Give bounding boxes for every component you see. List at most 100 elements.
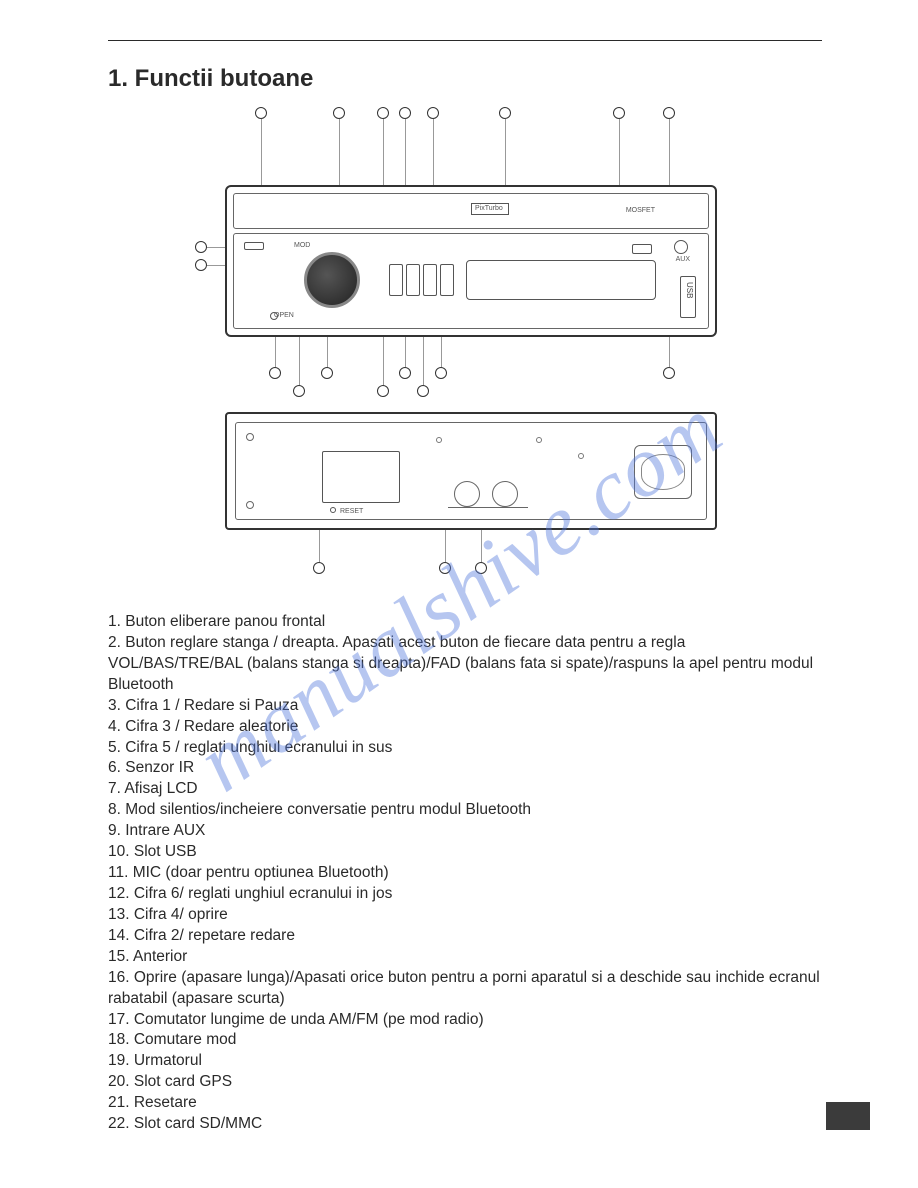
callout-circle — [269, 367, 281, 379]
lead-line — [383, 119, 384, 185]
screw-hole-icon — [246, 433, 254, 441]
connector-block — [634, 445, 692, 499]
lead-line — [505, 119, 506, 185]
device-rear-chassis: RESET — [225, 412, 717, 530]
lead-line — [481, 530, 482, 562]
list-item: 13. Cifra 4/ oprire — [108, 905, 822, 926]
callout-circle — [399, 107, 411, 119]
lead-line — [261, 119, 262, 185]
callout-circle — [313, 562, 325, 574]
page: 1. Functii butoane — [0, 0, 918, 1188]
list-item: 17. Comutator lungime de unda AM/FM (pe … — [108, 1010, 822, 1031]
center-button-shape — [406, 264, 420, 296]
callout-circle — [377, 385, 389, 397]
lead-line — [319, 530, 320, 562]
center-button-shape — [440, 264, 454, 296]
lead-line — [405, 119, 406, 185]
list-item: 14. Cifra 2/ repetare redare — [108, 926, 822, 947]
section-title: 1. Functii butoane — [108, 65, 822, 93]
open-indicator-icon — [270, 312, 278, 320]
list-item: 20. Slot card GPS — [108, 1072, 822, 1093]
brand-label: PixTurbo — [475, 205, 503, 212]
lead-line — [299, 337, 300, 385]
diagram-rear: RESET — [195, 412, 735, 582]
list-item: 9. Intrare AUX — [108, 821, 822, 842]
callout-circle — [321, 367, 333, 379]
callout-circle — [377, 107, 389, 119]
list-item: 10. Slot USB — [108, 842, 822, 863]
numbered-list: 1. Buton eliberare panou frontal 2. Buto… — [108, 612, 822, 1135]
list-item: 19. Urmatorul — [108, 1051, 822, 1072]
callout-circle — [255, 107, 267, 119]
device-front-chassis: PixTurbo MOSFET MOD OPEN — [225, 185, 717, 337]
list-item: 6. Senzor IR — [108, 758, 822, 779]
callout-circle — [399, 367, 411, 379]
figure-area: PixTurbo MOSFET MOD OPEN — [108, 107, 822, 582]
list-item: 22. Slot card SD/MMC — [108, 1114, 822, 1135]
page-edge-tab — [826, 1102, 870, 1130]
list-item: 15. Anterior — [108, 947, 822, 968]
callout-circle — [613, 107, 625, 119]
list-item: 5. Cifra 5 / reglati unghiul ecranului i… — [108, 738, 822, 759]
center-button-shape — [423, 264, 437, 296]
usb-label: USB — [685, 282, 694, 298]
reset-label: RESET — [340, 508, 363, 515]
slot-divider — [448, 507, 528, 508]
connector-inner — [641, 454, 685, 490]
callout-circle — [195, 259, 207, 271]
lead-line — [433, 119, 434, 185]
list-item: 21. Resetare — [108, 1093, 822, 1114]
pin-icon — [536, 437, 542, 443]
pin-icon — [436, 437, 442, 443]
diagram-front: PixTurbo MOSFET MOD OPEN — [195, 107, 735, 402]
callout-circle — [439, 562, 451, 574]
list-item: 16. Oprire (apasare lunga)/Apasati orice… — [108, 968, 822, 1010]
lcd-display — [466, 260, 656, 300]
callout-circle — [417, 385, 429, 397]
reset-hole-icon — [330, 507, 336, 513]
list-item: 1. Buton eliberare panou frontal — [108, 612, 822, 633]
center-button-shape — [389, 264, 403, 296]
lead-line — [339, 119, 340, 185]
lead-line — [423, 337, 424, 385]
lead-line — [327, 337, 328, 367]
lead-line — [445, 530, 446, 562]
lead-line — [441, 337, 442, 367]
callout-circle — [293, 385, 305, 397]
aux-label: AUX — [676, 256, 690, 263]
sdmmc-slot-icon — [492, 481, 518, 507]
pin-icon — [578, 453, 584, 459]
top-rule — [108, 40, 822, 41]
device-rear-face: RESET — [235, 422, 707, 520]
callout-circle — [195, 241, 207, 253]
rear-display-recess — [322, 451, 400, 503]
lead-line — [383, 337, 384, 385]
list-item: 8. Mod silentios/incheiere conversatie p… — [108, 800, 822, 821]
aux-jack-icon — [674, 240, 688, 254]
screw-hole-icon — [246, 501, 254, 509]
list-item: 12. Cifra 6/ reglati unghiul ecranului i… — [108, 884, 822, 905]
list-item: 11. MIC (doar pentru optiunea Bluetooth) — [108, 863, 822, 884]
callout-circle — [435, 367, 447, 379]
callout-circle — [475, 562, 487, 574]
mod-label: MOD — [294, 242, 310, 249]
lead-line — [275, 337, 276, 367]
callout-circle — [663, 367, 675, 379]
lead-line — [669, 337, 670, 367]
list-item: 18. Comutare mod — [108, 1030, 822, 1051]
lead-line — [669, 119, 670, 185]
gps-slot-icon — [454, 481, 480, 507]
list-item: 4. Cifra 3 / Redare aleatorie — [108, 717, 822, 738]
mosfet-label: MOSFET — [626, 207, 655, 214]
lead-line — [405, 337, 406, 367]
release-button-shape — [244, 242, 264, 250]
list-item: 3. Cifra 1 / Redare si Pauza — [108, 696, 822, 717]
lead-line — [619, 119, 620, 185]
list-item: 2. Buton reglare stanga / dreapta. Apasa… — [108, 633, 822, 696]
callout-circle — [663, 107, 675, 119]
callout-circle — [427, 107, 439, 119]
callout-circle — [333, 107, 345, 119]
device-face: MOD OPEN AUX — [233, 233, 709, 329]
rotary-knob — [304, 252, 360, 308]
list-item: 7. Afisaj LCD — [108, 779, 822, 800]
